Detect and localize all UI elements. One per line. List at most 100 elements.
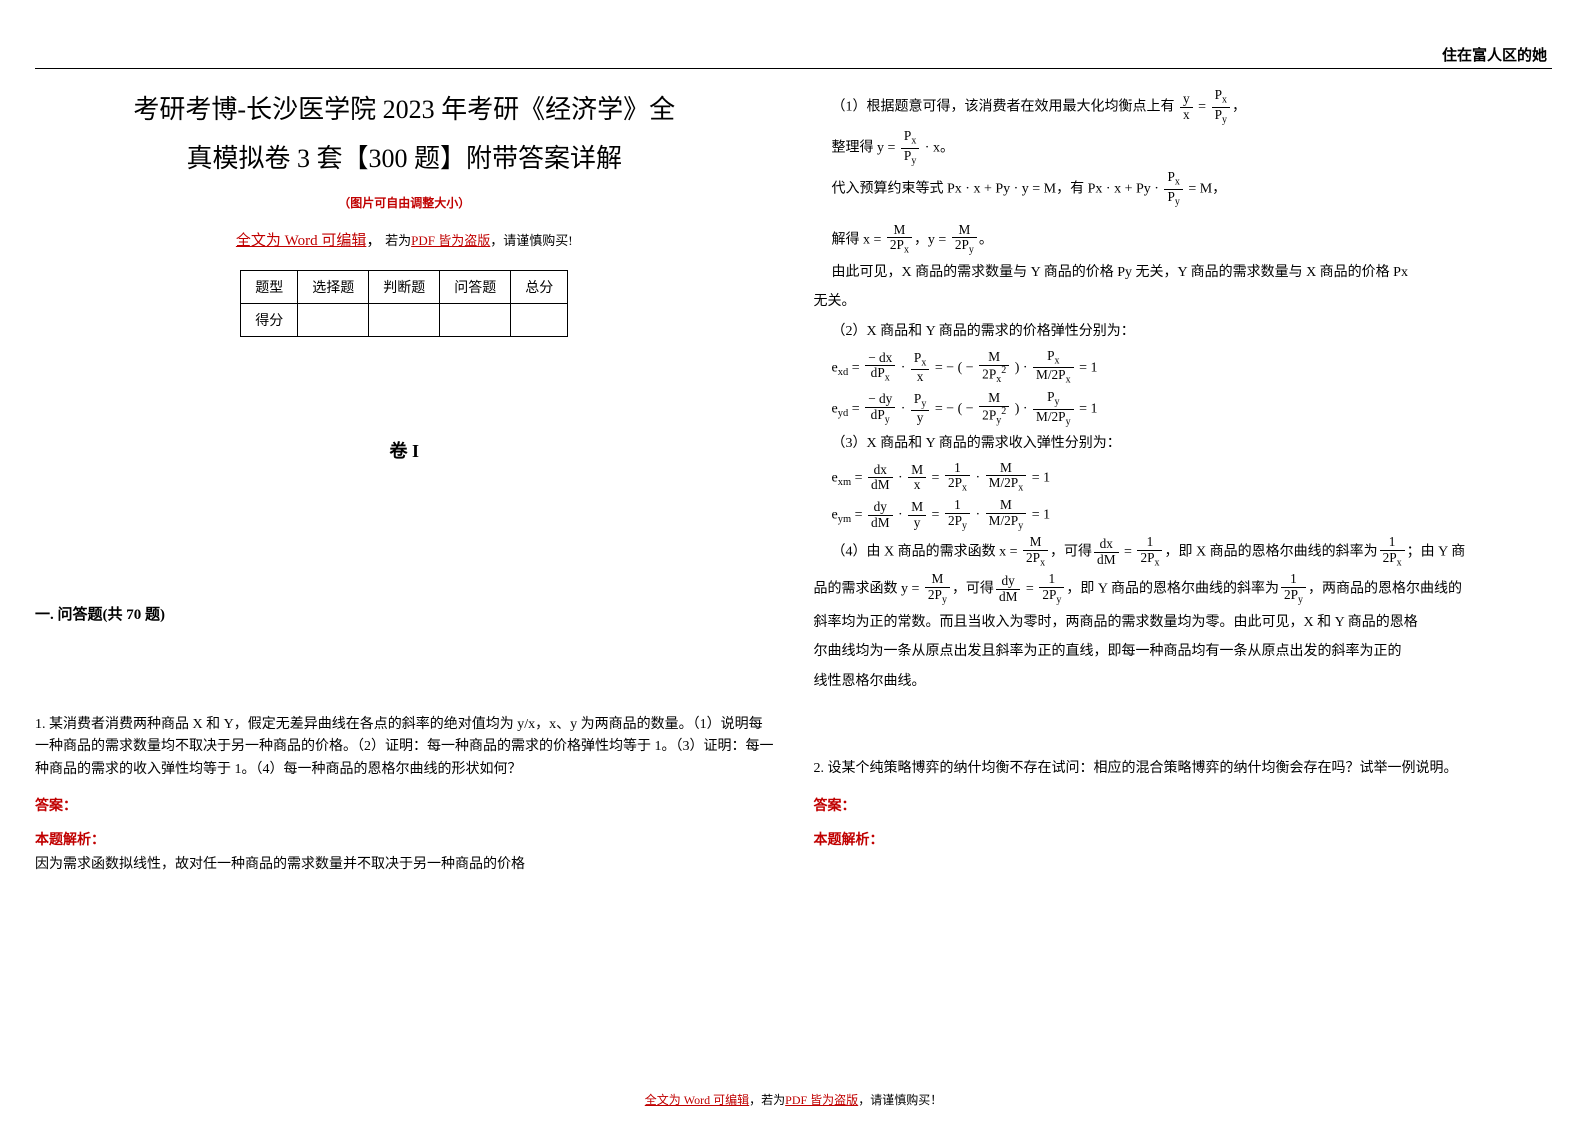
frac: PyM/2Py	[1033, 390, 1074, 428]
q2-analysis-label: 本题解析：	[814, 829, 1553, 849]
t: 品的需求函数 y =	[814, 582, 923, 597]
footer-red1: 全文为 Word 可编辑	[645, 1093, 749, 1107]
th-qa: 问答题	[440, 270, 511, 303]
frac: M2Px	[887, 223, 912, 257]
edit-note: 全文为 Word 可编辑， 若为PDF 皆为盗版，请谨慎购买!	[35, 229, 774, 250]
sol-line17: 线性恩格尔曲线。	[814, 669, 1553, 696]
frac: M2Py	[952, 223, 977, 257]
subtitle-note: （图片可自由调整大小）	[35, 194, 774, 211]
edit-note-p2: ，	[366, 233, 381, 249]
frac: 12Py	[945, 498, 970, 532]
q1-analysis-text: 因为需求函数拟线性，故对任一种商品的需求数量并不取决于另一种商品的价格	[35, 853, 774, 877]
q1-answer-label: 答案：	[35, 795, 774, 815]
t: =	[1121, 545, 1136, 560]
left-column: 考研考博-长沙医学院 2023 年考研《经济学》全 真模拟卷 3 套【300 题…	[35, 85, 774, 1005]
frac: M2Px	[1023, 535, 1048, 569]
t: （1）根据题意可得，该消费者在效用最大化均衡点上有	[832, 99, 1175, 114]
edit-note-p4: ，请谨慎购买!	[490, 233, 572, 248]
frac: 12Px	[1380, 535, 1405, 569]
t: ，即 Y 商品的恩格尔曲线的斜率为	[1066, 582, 1279, 597]
main-title: 考研考博-长沙医学院 2023 年考研《经济学》全 真模拟卷 3 套【300 题…	[35, 85, 774, 184]
title-line1: 考研考博-长沙医学院 2023 年考研《经济学》全	[133, 95, 675, 124]
frac: MM/2Px	[986, 461, 1027, 495]
th-choice: 选择题	[298, 270, 369, 303]
edit-note-prefix: 若为	[385, 233, 411, 248]
frac: dydM	[996, 574, 1020, 604]
frac: M2Py	[925, 572, 950, 606]
footer-note: 全文为 Word 可编辑，若为PDF 皆为盗版，请谨慎购买！	[0, 1091, 1587, 1108]
frac: PxM/2Px	[1033, 349, 1074, 387]
td-score-label: 得分	[241, 303, 298, 336]
sol-line13: （4）由 X 商品的需求函数 x = M2Px，可得dxdM = 12Px，即 …	[832, 535, 1553, 569]
t: ，可得	[1050, 545, 1092, 560]
solution-block: （1）根据题意可得，该消费者在效用最大化均衡点上有 yx = PxPy， 整理得…	[814, 88, 1553, 695]
t: 代入预算约束等式 Px · x + Py · y = M，有 Px · x + …	[832, 182, 1163, 197]
td-empty	[369, 303, 440, 336]
frac: 12Py	[1039, 572, 1064, 606]
page-columns: 考研考博-长沙医学院 2023 年考研《经济学》全 真模拟卷 3 套【300 题…	[35, 85, 1552, 1005]
frac: − dxdPx	[865, 351, 895, 385]
score-table: 题型 选择题 判断题 问答题 总分 得分	[240, 270, 568, 337]
edit-note-red1: 全文为 Word 可编辑	[236, 233, 366, 249]
sol-line10: （3）X 商品和 Y 商品的需求收入弹性分别为：	[832, 431, 1553, 458]
t: ，两商品的恩格尔曲线的	[1308, 582, 1462, 597]
frac: PxPy	[901, 129, 919, 167]
sol-line11: exm = dxdM · Mx = 12Px · MM/2Px = 1	[832, 461, 1553, 495]
frac: M2Py2	[979, 391, 1009, 427]
frac: PxPy	[1212, 88, 1230, 126]
sol-line5: 由此可见，X 商品的需求数量与 Y 商品的价格 Py 无关，Y 商品的需求数量与…	[832, 260, 1553, 287]
table-row: 题型 选择题 判断题 问答题 总分	[241, 270, 568, 303]
frac: 12Py	[1281, 572, 1306, 606]
title-line2: 真模拟卷 3 套【300 题】附带答案详解	[186, 144, 622, 173]
sol-line4: 解得 x = M2Px，y = M2Py。	[832, 223, 1553, 257]
sol-line3: 代入预算约束等式 Px · x + Py · y = M，有 Px · x + …	[832, 170, 1553, 208]
frac: 12Px	[1137, 535, 1162, 569]
sol-line12: eym = dydM · My = 12Py · MM/2Py = 1	[832, 498, 1553, 532]
t: = M，	[1185, 182, 1226, 197]
sol-line1: （1）根据题意可得，该消费者在效用最大化均衡点上有 yx = PxPy，	[832, 88, 1553, 126]
edit-note-red2: PDF 皆为盗版	[411, 233, 490, 248]
t: ，	[1232, 99, 1246, 114]
frac: Pxx	[911, 351, 929, 385]
t: ，即 X 商品的恩格尔曲线的斜率为	[1164, 545, 1377, 560]
q2-text: 2. 设某个纯策略博弈的纳什均衡不存在试问：相应的混合策略博弈的纳什均衡会存在吗…	[814, 758, 1553, 780]
t: 解得 x =	[832, 232, 885, 247]
volume-label: 卷 I	[35, 437, 774, 463]
t: ，y =	[914, 232, 950, 247]
section-heading: 一. 问答题(共 70 题)	[35, 603, 774, 624]
watermark-text: 住在富人区的她	[1442, 44, 1547, 65]
sol-line2: 整理得 y = PxPy · x。	[832, 129, 1553, 167]
td-empty	[298, 303, 369, 336]
sol-line14: 品的需求函数 y = M2Py，可得dydM = 12Py，即 Y 商品的恩格尔…	[814, 572, 1553, 606]
frac: dxdM	[1094, 537, 1118, 567]
frac: MM/2Py	[986, 498, 1027, 532]
sol-line9: eyd = − dydPy · Pyy = − ( − M2Py2 ) · Py…	[832, 390, 1553, 428]
th-total: 总分	[511, 270, 568, 303]
t: 。	[979, 232, 993, 247]
th-type: 题型	[241, 270, 298, 303]
th-judge: 判断题	[369, 270, 440, 303]
frac: Mx	[908, 463, 926, 493]
t: （4）由 X 商品的需求函数 x =	[832, 545, 1022, 560]
q1-analysis-label: 本题解析：	[35, 829, 774, 849]
sol-line8: exd = − dxdPx · Pxx = − ( − M2Px2 ) · Px…	[832, 349, 1553, 387]
frac: M2Px2	[979, 350, 1009, 386]
footer-p4: ，请谨慎购买！	[858, 1093, 942, 1107]
t: =	[1022, 582, 1037, 597]
t: ，可得	[952, 582, 994, 597]
t: ；由 Y 商	[1407, 545, 1466, 560]
frac: Pyy	[911, 392, 929, 426]
frac: My	[908, 500, 926, 530]
sol-line6: 无关。	[814, 289, 1553, 316]
top-separator	[35, 68, 1552, 69]
frac: − dydPy	[865, 392, 895, 426]
right-column: （1）根据题意可得，该消费者在效用最大化均衡点上有 yx = PxPy， 整理得…	[814, 85, 1553, 1005]
frac: yx	[1180, 92, 1193, 122]
footer-p2: ，若为	[749, 1093, 785, 1107]
sol-line7: （2）X 商品和 Y 商品的需求的价格弹性分别为：	[832, 319, 1553, 346]
t: · x。	[921, 141, 954, 156]
footer-red2: PDF 皆为盗版	[785, 1093, 858, 1107]
q1-text: 1. 某消费者消费两种商品 X 和 Y，假定无差异曲线在各点的斜率的绝对值均为 …	[35, 714, 774, 781]
td-empty	[440, 303, 511, 336]
table-row: 得分	[241, 303, 568, 336]
